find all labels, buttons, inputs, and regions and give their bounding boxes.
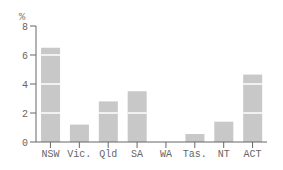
svg-text:Vic.: Vic.: [67, 149, 91, 160]
svg-text:6: 6: [22, 51, 28, 62]
svg-text:Qld: Qld: [99, 149, 117, 160]
svg-text:Tas.: Tas.: [183, 149, 207, 160]
svg-text:NT: NT: [218, 149, 230, 160]
svg-text:%: %: [19, 11, 26, 23]
svg-text:8: 8: [22, 22, 28, 33]
svg-text:4: 4: [22, 80, 28, 91]
svg-text:SA: SA: [131, 149, 143, 160]
svg-text:0: 0: [22, 138, 28, 149]
svg-text:NSW: NSW: [41, 149, 59, 160]
svg-text:WA: WA: [160, 149, 172, 160]
svg-text:ACT: ACT: [244, 149, 262, 160]
svg-text:2: 2: [22, 109, 28, 120]
